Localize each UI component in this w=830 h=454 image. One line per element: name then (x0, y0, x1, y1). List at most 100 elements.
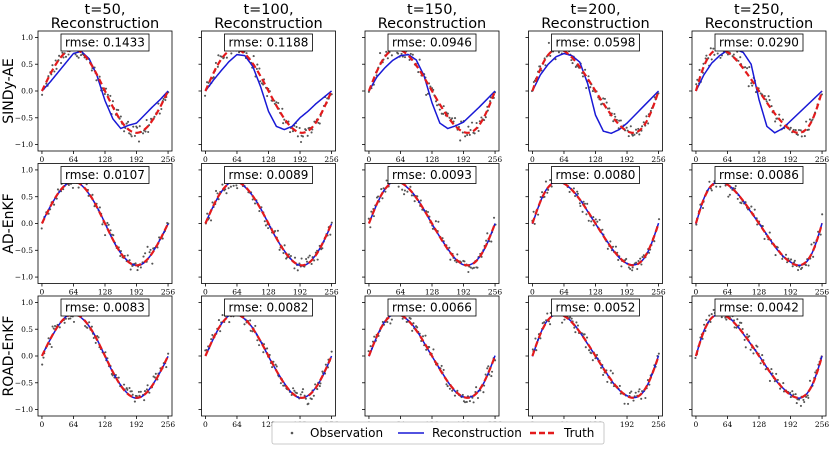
observation-point (628, 391, 631, 395)
observation-point (79, 54, 83, 57)
observation-point (126, 254, 129, 257)
rmse-box (224, 298, 313, 317)
observation-point (425, 93, 428, 96)
observation-point (736, 318, 739, 321)
observation-point (475, 121, 478, 125)
observation-point (710, 313, 713, 316)
observation-point (104, 87, 108, 90)
observation-point (746, 333, 749, 336)
observation-points (695, 40, 823, 138)
observation-point (138, 125, 141, 128)
observation-point (614, 115, 617, 118)
observation-point (629, 125, 632, 128)
observation-point (123, 130, 126, 133)
observation-point (230, 52, 233, 55)
observation-point (600, 366, 603, 369)
observation-point (215, 189, 218, 192)
observation-point (329, 233, 332, 236)
observation-point (625, 126, 628, 129)
observation-point (75, 55, 79, 58)
x-tick-label: 0 (203, 420, 208, 429)
observation-point (475, 386, 478, 389)
y-tick-label: −1.0 (15, 405, 33, 414)
observation-point (587, 75, 590, 78)
truth-line (694, 313, 824, 399)
observation-point (609, 240, 612, 243)
observation-point (695, 83, 698, 86)
observation-point (789, 396, 792, 399)
observation-point (445, 383, 448, 386)
observation-point (784, 253, 788, 256)
y-tick-label: −0.5 (15, 378, 33, 387)
column-title-line1: t=250, (734, 2, 784, 18)
truth-line (40, 48, 170, 134)
observation-point (448, 246, 451, 249)
observation-point (585, 213, 588, 216)
observation-point (148, 124, 151, 127)
observation-point (412, 322, 415, 325)
observation-point (295, 392, 298, 395)
observation-point (768, 231, 771, 234)
x-tick-label: 256 (651, 155, 666, 164)
observation-point (619, 119, 622, 122)
x-tick-label: 256 (651, 288, 666, 297)
observation-point (95, 79, 98, 82)
observation-point (419, 199, 422, 202)
observation-point (98, 206, 101, 209)
observation-point (409, 185, 412, 188)
observation-point (401, 188, 404, 191)
observation-point (808, 379, 812, 382)
observation-point (451, 117, 454, 120)
x-tick-label: 0 (694, 420, 699, 429)
observation-point (277, 101, 280, 105)
observation-point (541, 191, 544, 194)
observation-point (732, 53, 735, 56)
rmse-label: rmse: 0.0052 (556, 301, 636, 315)
rmse-label: rmse: 0.0083 (65, 301, 145, 315)
observation-point (768, 379, 771, 382)
x-tick-label: 64 (723, 420, 733, 429)
truth-line (204, 313, 333, 399)
observation-point (283, 118, 286, 121)
observation-point (440, 364, 443, 367)
observation-point (591, 359, 594, 362)
subplot-panel: 0 64 128 192 256 rmse: 0.0080 (525, 163, 666, 297)
truth-line (367, 48, 497, 134)
x-tick-label: 0 (40, 288, 45, 297)
observation-point (719, 185, 722, 188)
observation-point (330, 350, 333, 353)
observation-point (74, 53, 77, 56)
x-tick-label: 64 (232, 288, 242, 297)
observation-point (321, 247, 324, 250)
observation-point (814, 371, 817, 374)
observation-point (800, 135, 803, 138)
observation-point (491, 370, 494, 373)
observation-point (221, 314, 224, 317)
observation-point (306, 134, 309, 137)
observation-point (321, 370, 324, 373)
legend-frame (271, 421, 605, 445)
rmse-box (551, 33, 640, 52)
observation-point (149, 248, 152, 251)
x-tick-label: 256 (488, 155, 503, 164)
observation-point (147, 130, 150, 134)
observation-point (324, 363, 327, 366)
observation-point (796, 133, 799, 136)
observation-point (467, 125, 470, 128)
observation-point (130, 135, 133, 138)
observation-point (744, 66, 747, 69)
observation-point (54, 59, 57, 62)
observation-point (712, 308, 715, 311)
observation-point (397, 52, 400, 55)
x-tick-label: 64 (723, 155, 733, 164)
truth-line (367, 180, 497, 267)
observation-point (579, 204, 582, 208)
observation-point (225, 56, 228, 59)
rmse-label: rmse: 0.0080 (556, 168, 636, 182)
observation-point (570, 317, 573, 320)
observation-point (794, 129, 797, 132)
observation-point (620, 265, 623, 268)
observation-point (791, 390, 794, 393)
observation-point (216, 192, 219, 195)
